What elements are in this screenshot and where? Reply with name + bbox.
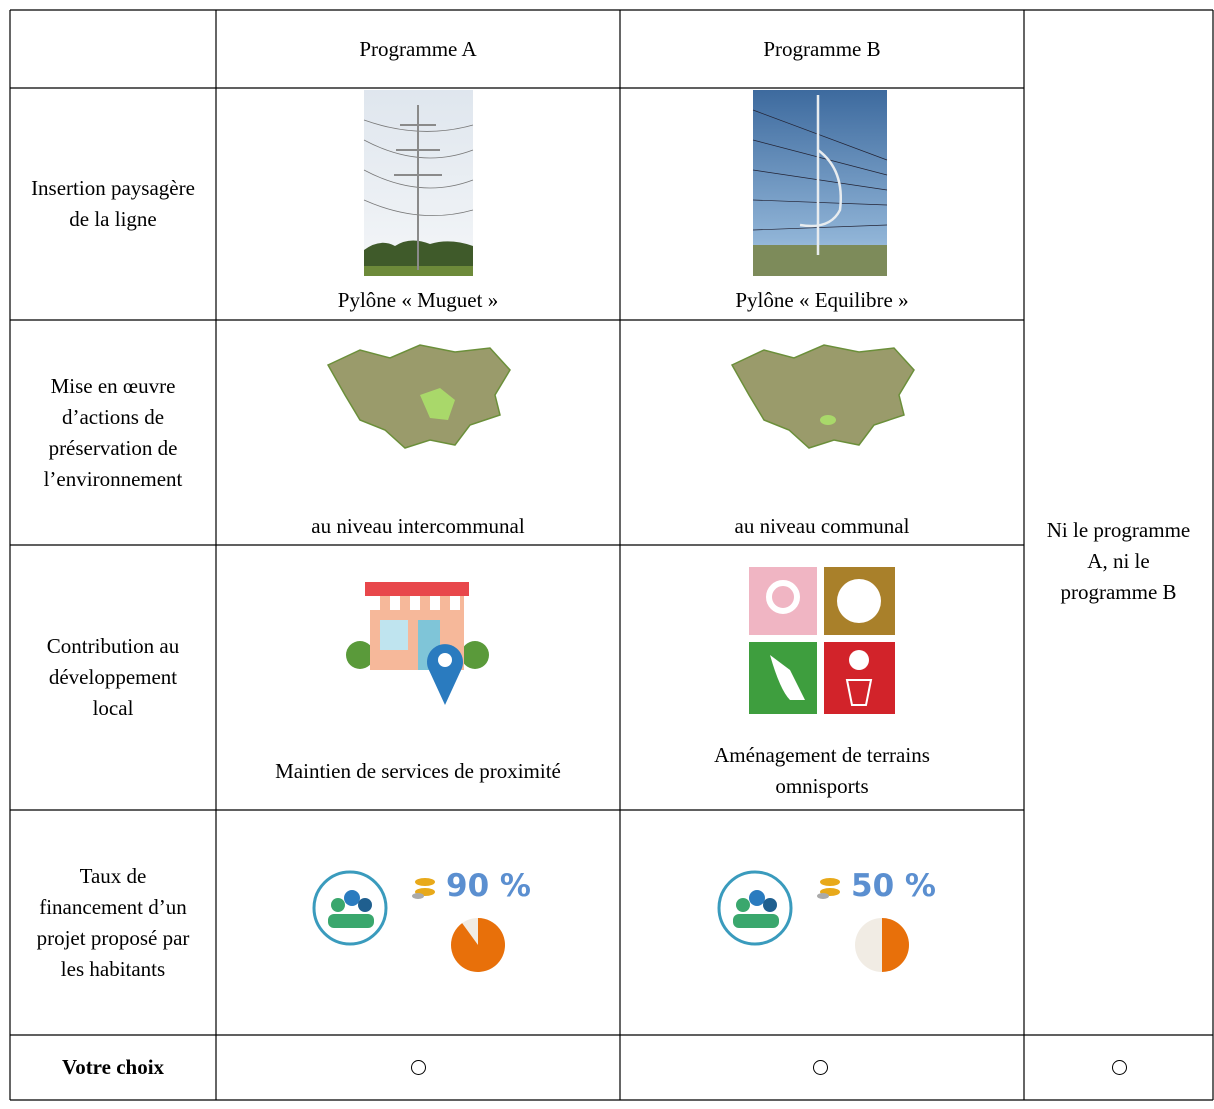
row-label: Contribution au développement local	[10, 545, 216, 810]
shop-icon	[346, 582, 489, 705]
row-label: Mise en œuvre d’actions de préservation …	[10, 320, 216, 545]
caption: Pylône « Equilibre »	[620, 282, 1024, 318]
row-label: Taux de financement d’un projet proposé …	[10, 810, 216, 1035]
people-icon-b	[719, 872, 840, 944]
row-label: Insertion paysagère de la ligne	[10, 88, 216, 320]
header-programme-a: Programme A	[216, 10, 620, 88]
pylon-muguet-photo	[364, 90, 473, 276]
pylon-equilibre-photo	[753, 90, 887, 276]
page: Programme A Programme B Insertion paysag…	[0, 0, 1214, 1109]
radio-programme-a[interactable]	[411, 1060, 426, 1075]
none-option: Ni le programme A, ni le programme B	[1024, 88, 1213, 1035]
header-programme-b: Programme B	[620, 10, 1024, 88]
pie-share	[451, 918, 505, 972]
radio-programme-b[interactable]	[813, 1060, 828, 1075]
caption: Pylône « Muguet »	[216, 282, 620, 318]
radio-none[interactable]	[1112, 1060, 1127, 1075]
map-intercommunal	[328, 345, 510, 448]
caption: au niveau intercommunal	[216, 508, 620, 544]
funding-rate: 50 %	[851, 868, 936, 904]
pie-share	[882, 918, 909, 972]
caption: Aménagement de terrains omnisports	[620, 740, 1024, 802]
caption: Maintien de services de proximité	[216, 740, 620, 802]
sports-icon	[749, 567, 895, 714]
choice-label: Votre choix	[10, 1035, 216, 1100]
map-communal	[732, 345, 914, 448]
people-icon-a	[314, 872, 435, 944]
funding-rate: 90 %	[446, 868, 531, 904]
caption: au niveau communal	[620, 508, 1024, 544]
